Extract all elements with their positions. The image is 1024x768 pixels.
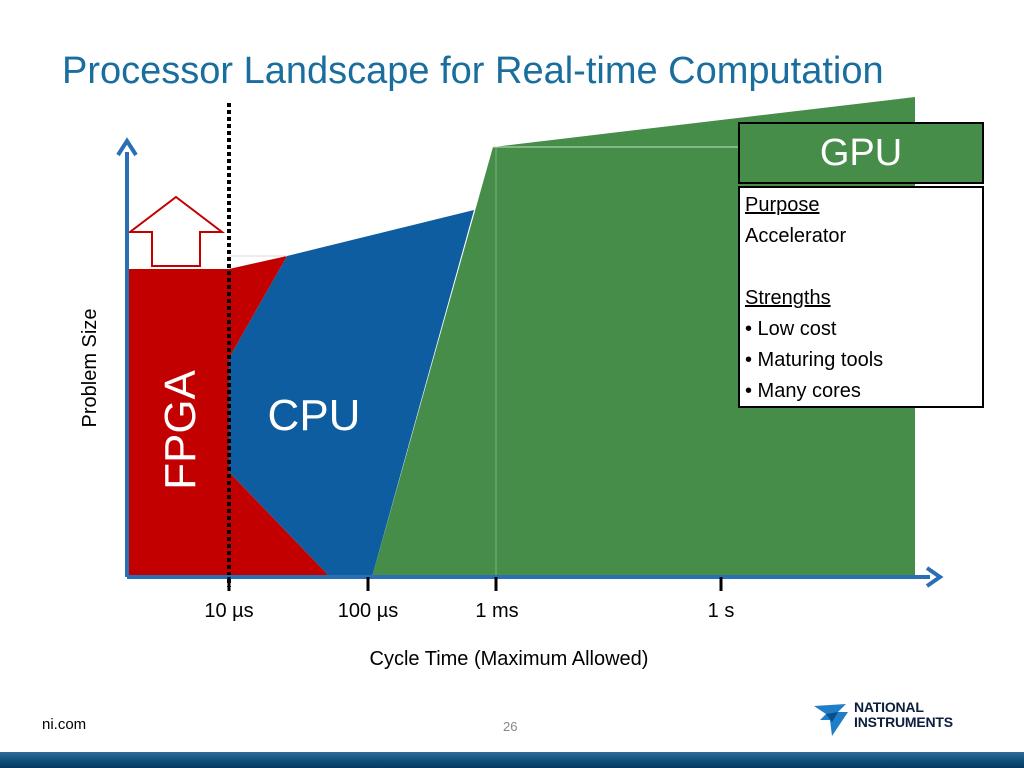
y-axis-title: Problem Size (79, 309, 101, 428)
page-number: 26 (503, 719, 518, 734)
strength-item: • Low cost (745, 318, 837, 340)
national-instruments-logo: NATIONAL INSTRUMENTS (814, 698, 978, 738)
logo-line-2: INSTRUMENTS (854, 714, 953, 730)
x-tick-label-1s: 1 s (708, 600, 735, 622)
logo-line-1: NATIONAL (854, 699, 924, 715)
x-tick-label-1ms: 1 ms (475, 600, 518, 622)
x-tick-label-10us: 10 µs (204, 600, 253, 622)
cpu-region (229, 210, 474, 577)
logo-text: NATIONAL INSTRUMENTS (854, 700, 953, 730)
strength-item: • Maturing tools (745, 349, 884, 371)
x-axis-title: Cycle Time (Maximum Allowed) (370, 648, 649, 670)
gpu-label-box: GPU (738, 122, 984, 184)
footer-site-link[interactable]: ni.com (42, 716, 87, 733)
fpga-label: FPGA (156, 369, 205, 489)
x-tick-label-100us: 100 µs (338, 600, 398, 622)
y-axis-arrowhead (116, 137, 138, 157)
purpose-value: Accelerator (745, 225, 847, 247)
slide-title: Processor Landscape for Real-time Comput… (62, 50, 884, 92)
ni-eagle-icon (814, 704, 848, 736)
strength-item: • Many cores (745, 380, 861, 402)
purpose-heading: Purpose (745, 194, 820, 216)
footer-bar (0, 752, 1024, 768)
x-axis-arrowhead (925, 566, 944, 588)
cpu-label: CPU (268, 391, 361, 440)
up-arrow-icon (127, 195, 225, 267)
strengths-heading: Strengths (745, 287, 831, 309)
fpga-region (127, 256, 330, 577)
gpu-info-box: Purpose Accelerator Strengths • Low cost… (738, 186, 984, 408)
